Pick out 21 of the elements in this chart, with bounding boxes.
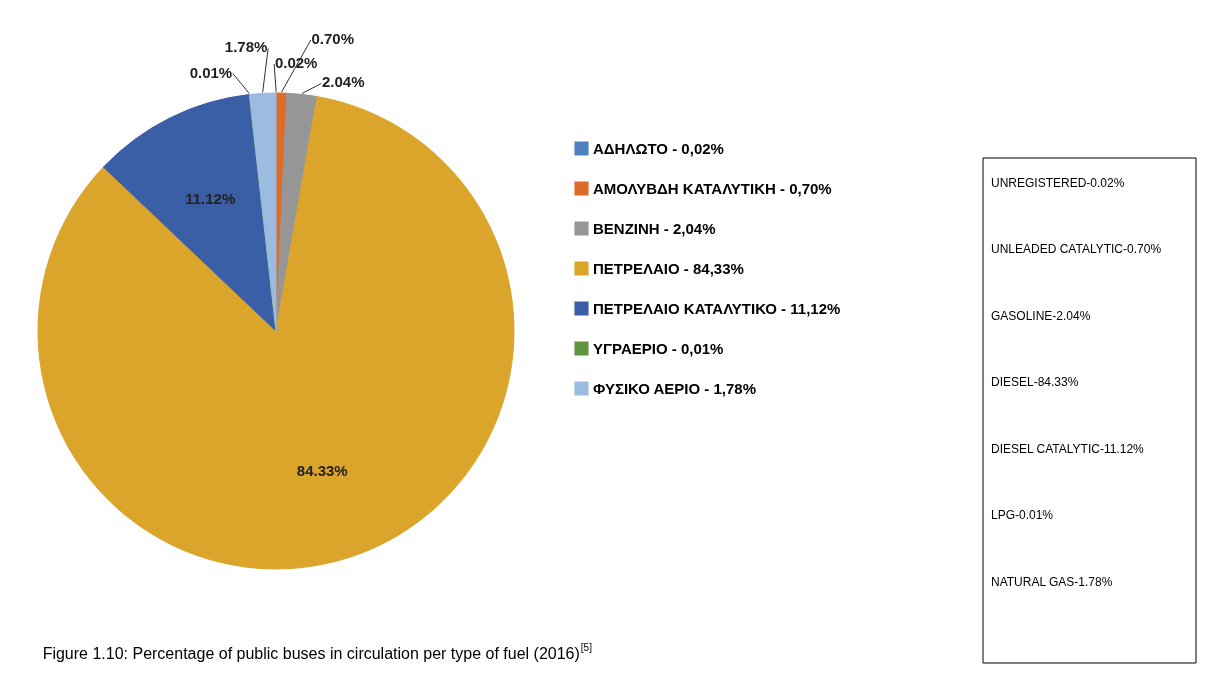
data-label: 84.33%	[296, 462, 348, 480]
text: DIESEL CATALYTIC-11.12%	[991, 441, 1145, 456]
text: NATURAL GAS-1.78%	[991, 574, 1113, 589]
text: LPG-0.01%	[991, 508, 1054, 523]
legend-label: ΑΔΗΛΩΤΟ - 0,02%	[593, 139, 724, 157]
text: UNLEADED CATALYTIC-0.70%	[991, 242, 1162, 257]
data-label: 1.78%	[224, 38, 268, 56]
legend-label: ΠΕΤΡΕΛΑΙΟ - 84,33%	[593, 259, 744, 277]
data-label: 0.01%	[189, 63, 233, 81]
text: DIESEL-84.33%	[991, 375, 1079, 390]
data-label: 0.02%	[274, 54, 318, 71]
data-label: 11.12%	[185, 189, 236, 207]
legend-label: ΒΕΝΖΙΝΗ - 2,04%	[593, 219, 716, 237]
data-label: 2.04%	[322, 73, 365, 91]
text: GASOLINE-2.04%	[991, 308, 1091, 323]
legend-label: ΠΕΤΡΕΛΑΙΟ ΚΑΤΑΛΥΤΙΚΟ - 11,12%	[593, 299, 841, 317]
legend-label: ΥΓΡΑΕΡΙΟ - 0,01%	[593, 339, 724, 357]
legend-label: ΑΜΟΛΥΒΔΗ ΚΑΤΑΛΥΤΙΚΗ - 0,70%	[593, 179, 832, 197]
legend-label: ΦΥΣΙΚΟ ΑΕΡΙΟ - 1,78%	[593, 379, 757, 397]
text: UNREGISTERED-0.02%	[991, 176, 1125, 190]
data-label: 0.70%	[311, 30, 355, 48]
